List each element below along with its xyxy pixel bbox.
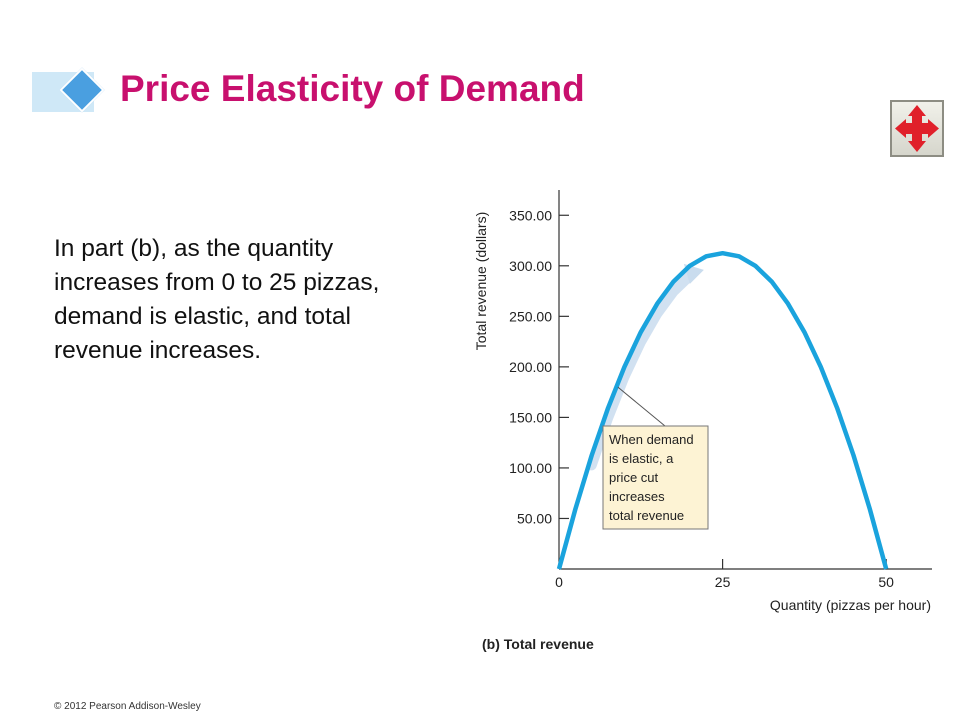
annotation-group: When demand is elastic, a price cut increas… (602, 386, 709, 530)
y-tick-label: 250.00 (509, 308, 552, 324)
annotation-text-line: When demand (609, 432, 694, 447)
x-tick-label: 50 (878, 574, 894, 590)
slide-title: Price Elasticity of Demand (120, 68, 585, 109)
four-way-arrows-icon (895, 105, 939, 152)
y-axis: 50.00 100.00 150.00 200.00 250.00 300.00 350.0… (509, 190, 569, 569)
annotation-leader (617, 386, 666, 427)
total-revenue-curve (556, 250, 889, 570)
elastic-range-arrow (586, 270, 695, 471)
annotation-text-line: is elastic, a (609, 451, 674, 466)
y-tick-label: 150.00 (509, 409, 552, 425)
x-axis: 0 25 50 (555, 559, 932, 590)
body-text: In part (b), as the quantity increases f… (54, 235, 380, 364)
y-tick-label: 50.00 (517, 510, 552, 526)
series-group (556, 250, 889, 570)
y-tick-label: 350.00 (509, 207, 552, 223)
nav-button[interactable] (890, 100, 944, 157)
y-tick-label: 200.00 (509, 359, 552, 375)
total-revenue-chart: 50.00 100.00 150.00 200.00 250.00 300.00 350.0… (473, 190, 932, 652)
annotation-text-line: total revenue (609, 508, 684, 523)
y-tick-label: 100.00 (509, 460, 552, 476)
x-tick-label: 0 (555, 574, 563, 590)
annotation-text-line: price cut (609, 470, 659, 485)
y-axis-label: Total revenue (dollars) (473, 212, 489, 351)
x-axis-label: Quantity (pizzas per hour) (770, 597, 931, 613)
annotation-box (602, 425, 709, 530)
y-tick-label: 300.00 (509, 258, 552, 274)
x-tick-label: 25 (715, 574, 731, 590)
annotation-text-line: increases (609, 489, 665, 504)
chart-caption: (b) Total revenue (482, 636, 594, 652)
copyright-footer: © 2012 Pearson Addison-Wesley (54, 701, 201, 712)
